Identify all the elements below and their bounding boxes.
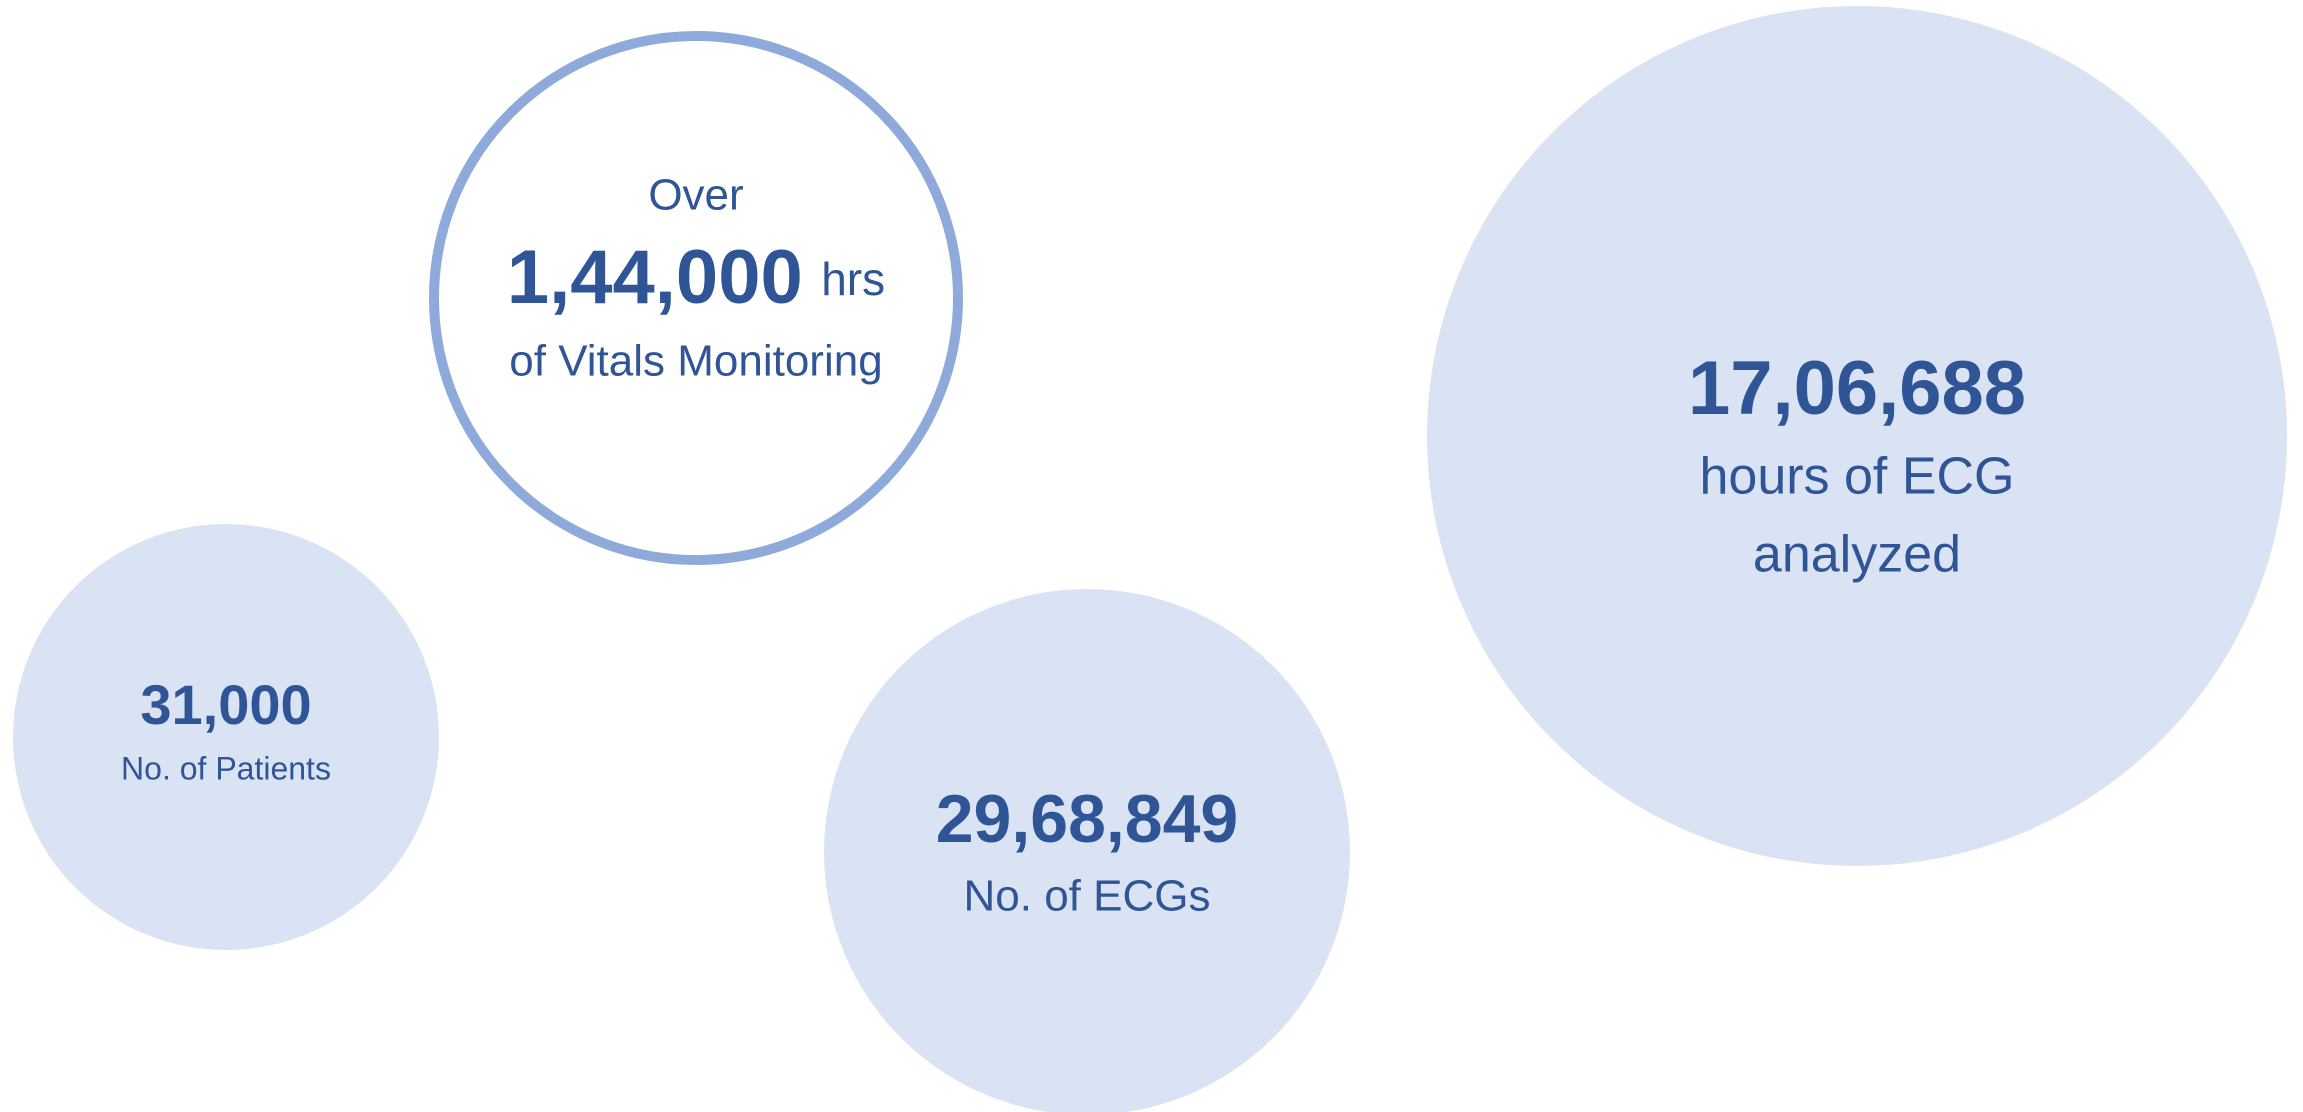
stat-value: 1,44,000 — [507, 235, 803, 320]
bubble — [1427, 6, 2287, 866]
stat-bubble: 17,06,688 hours of ECG analyzed — [1427, 6, 2287, 866]
bubble — [429, 31, 963, 565]
stat-bubble: Over 1,44,000 hrs of Vitals Monitoring — [429, 31, 963, 565]
stat-label: analyzed — [1753, 526, 1961, 584]
stat-value: 29,68,849 — [936, 781, 1239, 857]
stat-prefix: Over — [648, 171, 743, 220]
stat-label: No. of Patients — [121, 750, 331, 786]
stat-value: 17,06,688 — [1688, 346, 2026, 431]
stat-value-line: 1,44,000 hrs — [507, 235, 885, 320]
stat-bubble: 31,000 No. of Patients — [13, 524, 439, 950]
stat-unit: hrs — [821, 253, 885, 305]
stat-label: hours of ECG — [1699, 448, 2014, 506]
stat-label: No. of ECGs — [964, 872, 1211, 921]
bubble — [13, 524, 439, 950]
stat-value: 31,000 — [140, 673, 311, 736]
stat-label: of Vitals Monitoring — [509, 337, 882, 386]
bubble — [824, 589, 1350, 1112]
stat-bubble: 29,68,849 No. of ECGs — [824, 589, 1350, 1112]
